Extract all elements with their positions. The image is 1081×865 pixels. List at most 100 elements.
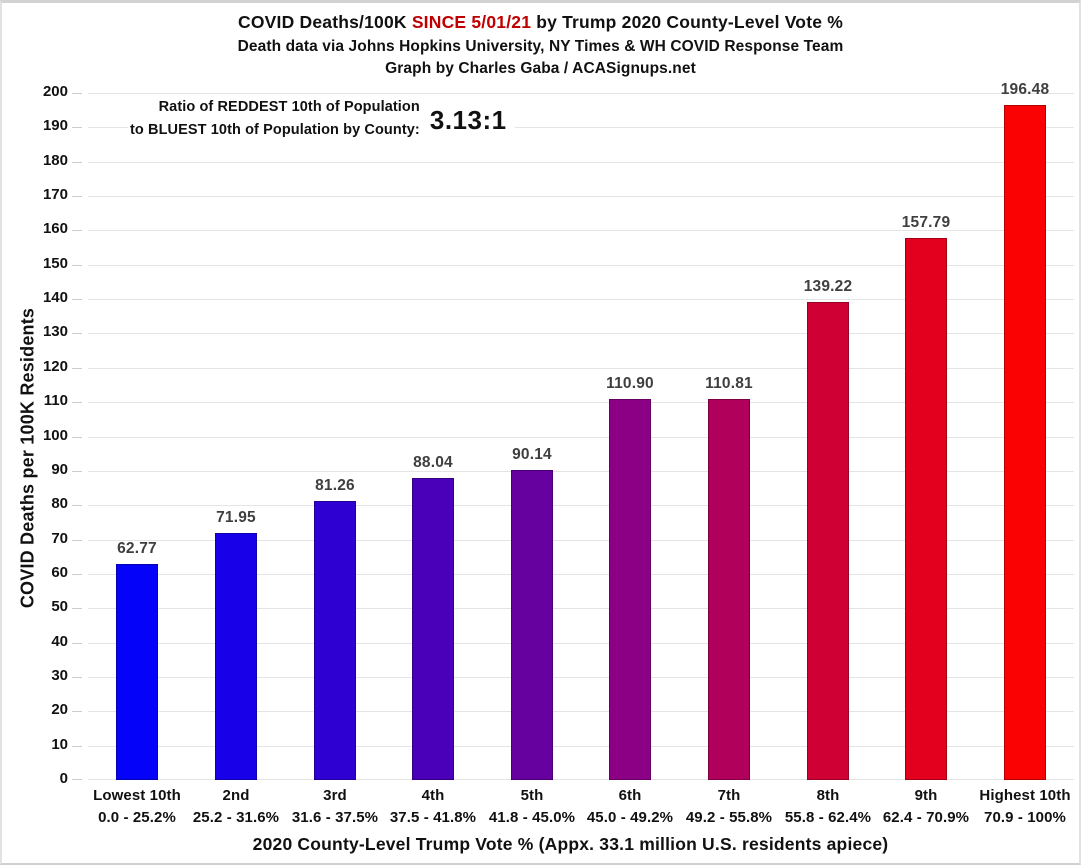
x-category-label: Lowest 10th 0.0 - 25.2% bbox=[72, 785, 202, 829]
bar-value-label: 90.14 bbox=[512, 446, 552, 463]
x-category-name: 7th bbox=[717, 787, 741, 804]
bar bbox=[116, 564, 158, 780]
chart-title-part1: COVID Deaths/100K bbox=[238, 12, 412, 32]
bar-value-label: 71.95 bbox=[216, 509, 256, 526]
x-category-range: 37.5 - 41.8% bbox=[389, 808, 477, 826]
y-axis-tickmark bbox=[72, 505, 82, 506]
x-category-name: 8th bbox=[816, 787, 840, 804]
x-axis-title: 2020 County-Level Trump Vote % (Appx. 33… bbox=[252, 834, 889, 854]
x-category-label: 5th 41.8 - 45.0% bbox=[467, 785, 597, 829]
y-axis-tickmark bbox=[72, 643, 82, 644]
x-category-range: 62.4 - 70.9% bbox=[882, 808, 970, 826]
x-category-range: 70.9 - 100% bbox=[984, 808, 1066, 826]
gridline bbox=[88, 574, 1074, 575]
bar-value-label: 110.81 bbox=[705, 375, 753, 392]
y-axis-tickmark bbox=[72, 437, 82, 438]
bar-value-label: 196.48 bbox=[1000, 81, 1050, 98]
x-category-name: 9th bbox=[914, 787, 938, 804]
y-tick-label: 190 bbox=[42, 117, 68, 134]
gridline bbox=[88, 643, 1074, 644]
x-category-name: 3rd bbox=[323, 787, 347, 804]
y-tick-label: 160 bbox=[42, 220, 68, 237]
y-tick-label: 40 bbox=[51, 633, 68, 650]
gridline bbox=[88, 779, 1074, 780]
y-axis-tickmark bbox=[72, 574, 82, 575]
bar-value-label: 139.22 bbox=[803, 278, 853, 295]
y-axis-tickmark bbox=[72, 299, 82, 300]
gridline bbox=[88, 402, 1074, 403]
ratio-value: 3.13:1 bbox=[429, 104, 507, 135]
bar-value-label: 81.26 bbox=[315, 477, 355, 494]
bar bbox=[609, 399, 651, 780]
x-category-name: Lowest 10th bbox=[93, 787, 181, 804]
x-category-name: 5th bbox=[520, 787, 544, 804]
gridline bbox=[88, 368, 1074, 369]
y-axis-tickmark bbox=[72, 677, 82, 678]
chart-subtitle-credit: Graph by Charles Gaba / ACASignups.net bbox=[385, 60, 696, 78]
x-category-name: Highest 10th bbox=[979, 787, 1071, 804]
y-axis-tickmark bbox=[72, 93, 82, 94]
y-tick-label: 60 bbox=[51, 564, 68, 581]
bar bbox=[708, 399, 750, 780]
x-category-range: 55.8 - 62.4% bbox=[784, 808, 872, 826]
ratio-annotation-line2: to BLUEST 10th of Population by County: bbox=[130, 122, 420, 139]
gridline bbox=[88, 746, 1074, 747]
bar bbox=[905, 238, 947, 780]
ratio-annotation: Ratio of REDDEST 10th of Population to B… bbox=[128, 94, 515, 145]
ratio-annotation-line1: Ratio of REDDEST 10th of Population bbox=[158, 99, 420, 115]
x-category-label: Highest 10th 70.9 - 100% bbox=[960, 785, 1079, 829]
bar bbox=[1004, 105, 1046, 780]
y-tick-label: 30 bbox=[51, 667, 68, 684]
gridline bbox=[88, 608, 1074, 609]
bar bbox=[511, 470, 553, 780]
x-category-range: 25.2 - 31.6% bbox=[192, 808, 280, 826]
y-tick-label: 80 bbox=[51, 495, 68, 512]
y-tick-label: 130 bbox=[42, 323, 68, 340]
y-axis-tickmark bbox=[72, 608, 82, 609]
y-tick-label: 150 bbox=[42, 255, 68, 272]
gridline bbox=[88, 265, 1074, 266]
gridline bbox=[88, 333, 1074, 334]
y-tick-label: 0 bbox=[59, 770, 68, 787]
y-axis-tickmark bbox=[72, 402, 82, 403]
x-category-label: 7th 49.2 - 55.8% bbox=[664, 785, 794, 829]
y-axis-tick-labels: 0 10 20 30 40 50 60 70 80 90 100 110 120 130 140 150 160… bbox=[2, 83, 68, 787]
gridline bbox=[88, 93, 1074, 94]
gridline bbox=[88, 471, 1074, 472]
bar bbox=[412, 478, 454, 780]
gridline bbox=[88, 299, 1074, 300]
bar bbox=[314, 501, 356, 780]
x-category-label: 3rd 31.6 - 37.5% bbox=[270, 785, 400, 829]
gridline bbox=[88, 127, 1074, 128]
bar bbox=[215, 533, 257, 780]
gridline bbox=[88, 711, 1074, 712]
y-axis-tickmark bbox=[72, 711, 82, 712]
y-axis-tickmark bbox=[72, 196, 82, 197]
y-tick-label: 50 bbox=[51, 598, 68, 615]
bar-value-label: 157.79 bbox=[901, 214, 951, 231]
x-axis-category-labels: Lowest 10th 0.0 - 25.2% 2nd 25.2 - 31.6% 3rd… bbox=[88, 785, 1074, 831]
x-category-label: 8th 55.8 - 62.4% bbox=[763, 785, 893, 829]
chart-header: COVID Deaths/100K SINCE 5/01/21 by Trump… bbox=[2, 12, 1079, 79]
x-category-name: 6th bbox=[618, 787, 642, 804]
x-category-label: 9th 62.4 - 70.9% bbox=[861, 785, 991, 829]
chart-title-part2: by Trump 2020 County-Level Vote % bbox=[531, 12, 843, 32]
gridline bbox=[88, 540, 1074, 541]
bar-value-label: 62.77 bbox=[117, 540, 157, 557]
y-axis-tickmark bbox=[72, 265, 82, 266]
y-axis-tickmark bbox=[72, 230, 82, 231]
x-category-label: 6th 45.0 - 49.2% bbox=[565, 785, 695, 829]
bar-value-label: 110.90 bbox=[606, 375, 654, 392]
y-tick-label: 170 bbox=[42, 186, 68, 203]
x-category-range: 31.6 - 37.5% bbox=[291, 808, 379, 826]
y-tick-label: 100 bbox=[42, 427, 68, 444]
bar bbox=[807, 302, 849, 780]
y-axis-tickmark bbox=[72, 368, 82, 369]
gridline bbox=[88, 505, 1074, 506]
plot-area: 62.77 71.95 81.26 88.04 90.14 110.90 110.81 139… bbox=[72, 81, 1074, 780]
x-category-name: 4th bbox=[421, 787, 445, 804]
gridline bbox=[88, 437, 1074, 438]
gridline bbox=[88, 162, 1074, 163]
chart-title: COVID Deaths/100K SINCE 5/01/21 by Trump… bbox=[2, 12, 1079, 34]
